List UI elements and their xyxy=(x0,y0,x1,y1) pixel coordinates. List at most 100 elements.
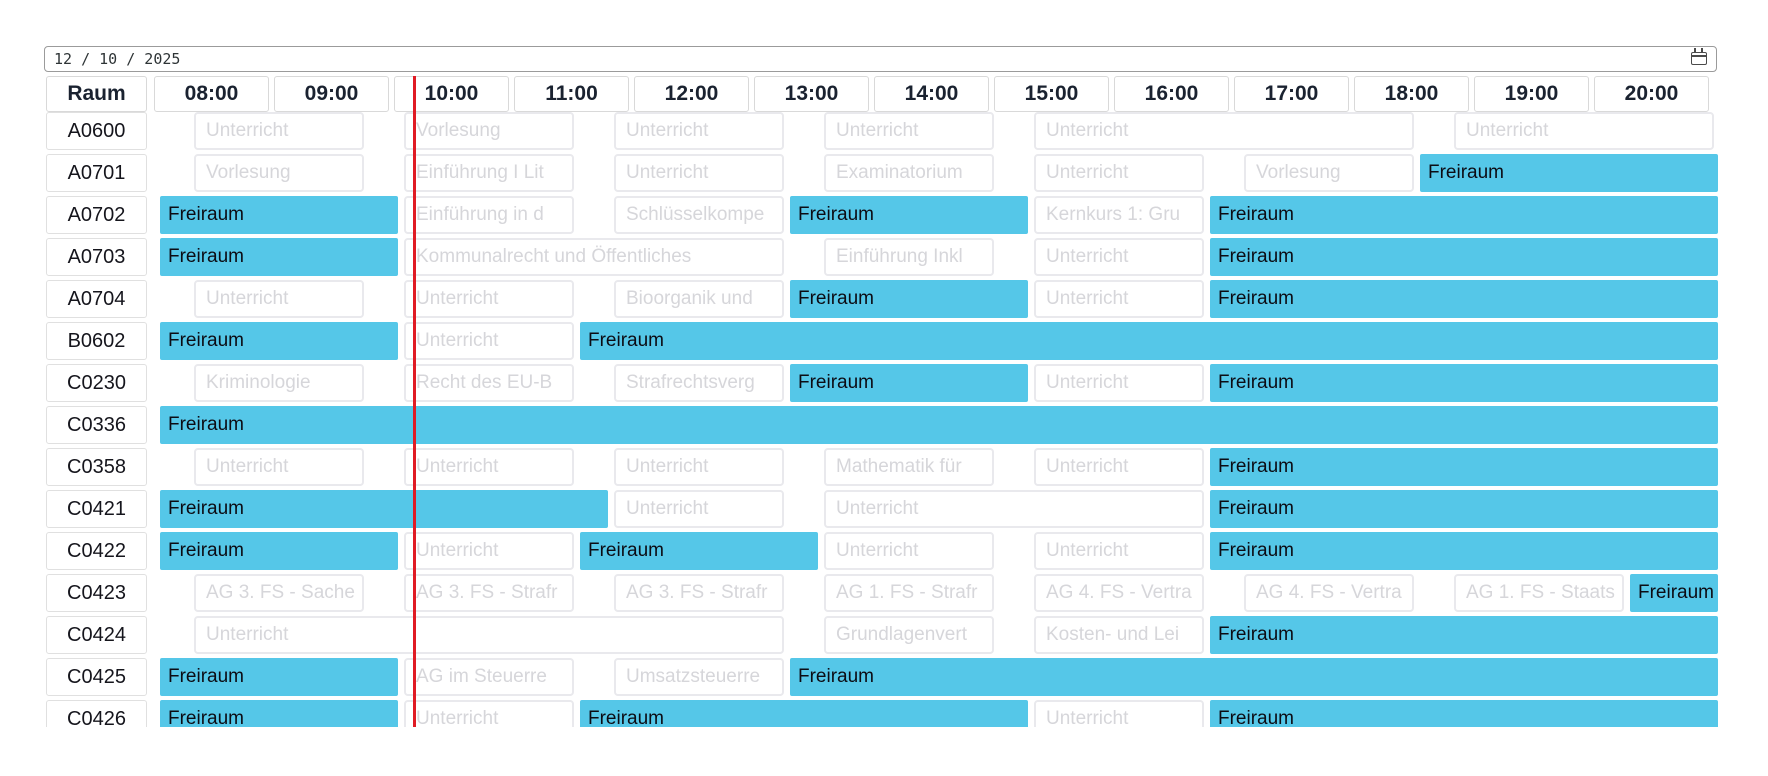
event-free[interactable]: Freiraum xyxy=(160,322,398,360)
header-cell-time: 18:00 xyxy=(1354,76,1469,112)
room-label: C0423 xyxy=(46,574,147,612)
room-label: C0425 xyxy=(46,658,147,696)
event-busy[interactable]: AG 1. FS - Strafr xyxy=(824,574,994,612)
calendar-icon[interactable] xyxy=(1691,48,1707,65)
event-busy[interactable]: AG 3. FS - Strafr xyxy=(614,574,784,612)
event-free[interactable]: Freiraum xyxy=(160,196,398,234)
event-free[interactable]: Freiraum xyxy=(790,280,1028,318)
event-free[interactable]: Freiraum xyxy=(1420,154,1718,192)
event-free[interactable]: Freiraum xyxy=(1210,616,1718,654)
date-input[interactable]: 12 / 10 / 2025 xyxy=(44,46,1717,72)
event-busy[interactable]: Unterricht xyxy=(1454,112,1714,150)
event-busy[interactable]: Unterricht xyxy=(194,280,364,318)
event-busy[interactable]: Unterricht xyxy=(614,448,784,486)
event-busy[interactable]: Unterricht xyxy=(1034,532,1204,570)
event-busy[interactable]: Vorlesung xyxy=(404,112,574,150)
event-free[interactable]: Freiraum xyxy=(160,238,398,276)
event-free[interactable]: Freiraum xyxy=(790,196,1028,234)
event-busy[interactable]: Recht des EU-B xyxy=(404,364,574,402)
header-cell-time: 15:00 xyxy=(994,76,1109,112)
event-busy[interactable]: Examinatorium xyxy=(824,154,994,192)
event-busy[interactable]: Umsatzsteuerre xyxy=(614,658,784,696)
event-busy[interactable]: Unterricht xyxy=(1034,112,1414,150)
header-cell-time: 14:00 xyxy=(874,76,989,112)
event-free[interactable]: Freiraum xyxy=(1210,490,1718,528)
event-free[interactable]: Freiraum xyxy=(1210,238,1718,276)
event-free[interactable]: Freiraum xyxy=(580,322,1718,360)
event-free[interactable]: Freiraum xyxy=(1210,448,1718,486)
event-busy[interactable]: Einführung in d xyxy=(404,196,574,234)
room-label: C0230 xyxy=(46,364,147,402)
event-busy[interactable]: AG im Steuerre xyxy=(404,658,574,696)
room-label: C0424 xyxy=(46,616,147,654)
event-free[interactable]: Freiraum xyxy=(160,658,398,696)
header-cell-time: 19:00 xyxy=(1474,76,1589,112)
room-label: C0422 xyxy=(46,532,147,570)
room-label: C0358 xyxy=(46,448,147,486)
event-busy[interactable]: Unterricht xyxy=(824,112,994,150)
event-busy[interactable]: Unterricht xyxy=(614,490,784,528)
event-busy[interactable]: Unterricht xyxy=(194,448,364,486)
event-busy[interactable]: Unterricht xyxy=(1034,448,1204,486)
event-busy[interactable]: Unterricht xyxy=(1034,238,1204,276)
event-busy[interactable]: Einführung I Lit xyxy=(404,154,574,192)
event-free[interactable]: Freiraum xyxy=(1210,364,1718,402)
event-busy[interactable]: Unterricht xyxy=(404,322,574,360)
event-busy[interactable]: Vorlesung xyxy=(1244,154,1414,192)
room-label: A0702 xyxy=(46,196,147,234)
header-cell-time: 12:00 xyxy=(634,76,749,112)
event-busy[interactable]: Einführung Inkl xyxy=(824,238,994,276)
room-label: A0704 xyxy=(46,280,147,318)
header-cell-time: 13:00 xyxy=(754,76,869,112)
event-free[interactable]: Freiraum xyxy=(1210,532,1718,570)
event-busy[interactable]: Unterricht xyxy=(1034,280,1204,318)
room-label: C0336 xyxy=(46,406,147,444)
event-busy[interactable]: Schlüsselkompe xyxy=(614,196,784,234)
header-cell-time: 09:00 xyxy=(274,76,389,112)
header-cell-room: Raum xyxy=(46,76,147,112)
event-busy[interactable]: AG 4. FS - Vertra xyxy=(1034,574,1204,612)
room-label: A0701 xyxy=(46,154,147,192)
event-free[interactable]: Freiraum xyxy=(580,532,818,570)
event-free[interactable]: Freiraum xyxy=(790,364,1028,402)
event-free[interactable]: Freiraum xyxy=(160,406,1718,444)
now-line xyxy=(413,76,416,776)
event-busy[interactable]: Mathematik für xyxy=(824,448,994,486)
event-busy[interactable]: Grundlagenvert xyxy=(824,616,994,654)
event-free[interactable]: Freiraum xyxy=(160,490,608,528)
event-free[interactable]: Freiraum xyxy=(1630,574,1718,612)
event-busy[interactable]: Kommunalrecht und Öffentliches xyxy=(404,238,784,276)
event-busy[interactable]: Vorlesung xyxy=(194,154,364,192)
event-busy[interactable]: Unterricht xyxy=(404,448,574,486)
event-free[interactable]: Freiraum xyxy=(1210,196,1718,234)
header-cell-time: 08:00 xyxy=(154,76,269,112)
date-input-value[interactable]: 12 / 10 / 2025 xyxy=(54,50,181,68)
event-busy[interactable]: Unterricht xyxy=(614,112,784,150)
event-busy[interactable]: Bioorganik und xyxy=(614,280,784,318)
event-busy[interactable]: Unterricht xyxy=(614,154,784,192)
event-busy[interactable]: AG 3. FS - Sache xyxy=(194,574,364,612)
event-busy[interactable]: Unterricht xyxy=(404,532,574,570)
event-busy[interactable]: Unterricht xyxy=(824,490,1204,528)
event-busy[interactable]: Strafrechtsverg xyxy=(614,364,784,402)
event-free[interactable]: Freiraum xyxy=(1210,280,1718,318)
event-busy[interactable]: Kosten- und Lei xyxy=(1034,616,1204,654)
event-busy[interactable]: Unterricht xyxy=(404,280,574,318)
room-label: B0602 xyxy=(46,322,147,360)
event-busy[interactable]: Kriminologie xyxy=(194,364,364,402)
event-free[interactable]: Freiraum xyxy=(790,658,1718,696)
room-label: A0600 xyxy=(46,112,147,150)
event-busy[interactable]: Unterricht xyxy=(194,616,784,654)
event-busy[interactable]: Unterricht xyxy=(824,532,994,570)
event-busy[interactable]: AG 3. FS - Strafr xyxy=(404,574,574,612)
event-free[interactable]: Freiraum xyxy=(160,532,398,570)
event-busy[interactable]: AG 4. FS - Vertra xyxy=(1244,574,1414,612)
event-busy[interactable]: Unterricht xyxy=(194,112,364,150)
event-busy[interactable]: AG 1. FS - Staats xyxy=(1454,574,1624,612)
event-busy[interactable]: Kernkurs 1: Gru xyxy=(1034,196,1204,234)
header-cell-time: 17:00 xyxy=(1234,76,1349,112)
event-busy[interactable]: Unterricht xyxy=(1034,364,1204,402)
event-busy[interactable]: Unterricht xyxy=(1034,154,1204,192)
header-cell-time: 16:00 xyxy=(1114,76,1229,112)
